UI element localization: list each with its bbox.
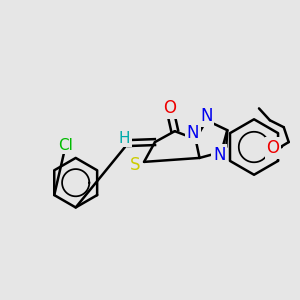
Text: O: O: [163, 99, 176, 117]
Text: N: N: [186, 124, 199, 142]
Text: S: S: [130, 156, 140, 174]
Text: N: N: [213, 146, 226, 164]
Text: H: H: [118, 130, 130, 146]
Text: Cl: Cl: [58, 137, 73, 152]
Text: N: N: [200, 107, 213, 125]
Text: O: O: [266, 139, 279, 157]
